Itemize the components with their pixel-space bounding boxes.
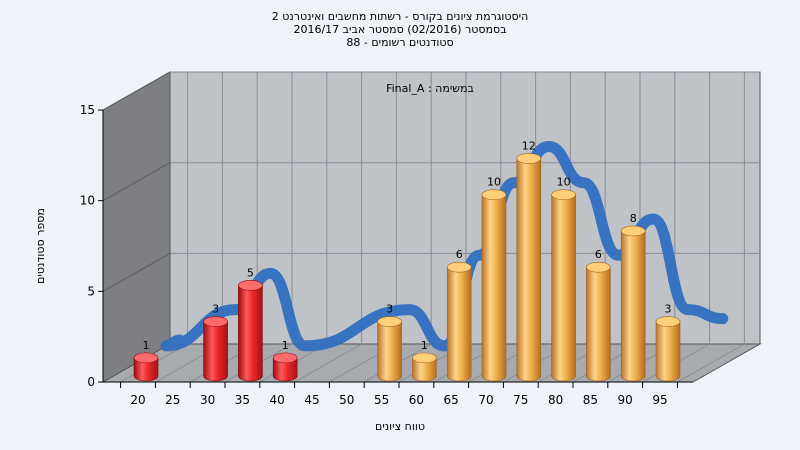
y-axis-label: מספר סטודנטים: [34, 208, 47, 284]
x-tick-label: 75: [513, 393, 528, 407]
bar: 6: [586, 248, 611, 382]
bar: 3: [377, 303, 402, 382]
bar-value-label: 8: [630, 212, 637, 225]
bar-value-label: 6: [595, 248, 602, 261]
bar-value-label: 1: [421, 339, 428, 352]
v-gridline-floor: [677, 343, 745, 383]
chart-title-line-3: סטודנטים רשומים - 88: [346, 36, 454, 49]
bar: 3: [655, 303, 681, 382]
x-tick-label: 70: [478, 393, 493, 407]
bar-body: [481, 194, 507, 382]
bar-top: [551, 189, 576, 200]
bar: 12: [516, 139, 542, 382]
x-tick-label: 30: [200, 393, 215, 407]
bar-value-label: 10: [557, 176, 571, 189]
bar-value-label: 3: [212, 303, 219, 316]
x-tick-label: 20: [130, 393, 145, 407]
bar-top: [238, 280, 263, 291]
bar-body: [377, 321, 402, 382]
bar-body: [412, 357, 437, 382]
bar-top: [133, 352, 159, 364]
bar-body: [272, 357, 298, 382]
bar-body: [203, 321, 228, 382]
y-tick-label: 5: [87, 284, 95, 298]
x-tick-label: 85: [583, 393, 598, 407]
x-tick-label: 45: [304, 393, 319, 407]
bar-body: [133, 357, 159, 382]
bar-top: [203, 316, 228, 327]
x-tick-label: 25: [165, 393, 180, 407]
bar-value-label: 12: [522, 139, 536, 152]
bar: 6: [446, 248, 472, 382]
bar-value-label: 1: [282, 339, 289, 352]
bar-value-label: 10: [487, 176, 501, 189]
h-gridline-side: [102, 162, 171, 202]
bar-top: [516, 153, 542, 164]
x-tick-label: 65: [444, 393, 459, 407]
bar-top: [272, 352, 298, 364]
bar: 10: [481, 176, 507, 382]
bar-value-label: 5: [247, 266, 254, 279]
bar-top: [620, 225, 646, 237]
bar: 1: [272, 339, 298, 382]
x-tick-label: 55: [374, 393, 389, 407]
h-gridline-side: [102, 71, 171, 111]
chart-title-line-2: בסמסטר (02/2016) סמסטר אביב 2016/17: [293, 23, 507, 36]
bar: 10: [551, 176, 576, 382]
bar: 3: [203, 303, 228, 382]
y-tick-label: 0: [87, 375, 95, 389]
x-axis-label: טווח ציונים: [375, 420, 425, 433]
chart-annotation: Final_A : במשימה: [386, 82, 474, 95]
x-tick-label: 40: [270, 393, 285, 407]
bar-top: [655, 316, 681, 327]
bar-value-label: 3: [665, 303, 672, 316]
v-gridline-floor: [294, 343, 362, 383]
bar-body: [238, 285, 263, 382]
y-tick-label: 15: [80, 103, 95, 117]
chart-title-line-1: היסטוגרמת ציונים בקורס - רשתות מחשבים וא…: [271, 10, 529, 23]
bar-body: [586, 266, 611, 382]
left-wall: [102, 71, 171, 383]
bar-value-label: 6: [456, 248, 463, 261]
x-tick-label: 80: [548, 393, 563, 407]
bar-top: [586, 261, 611, 273]
x-tick-label: 95: [652, 393, 667, 407]
bar-top: [412, 352, 437, 364]
bar-value-label: 3: [386, 303, 393, 316]
bar: 1: [412, 339, 437, 382]
h-gridline-side: [102, 252, 171, 292]
bar: 5: [238, 266, 263, 382]
y-tick-label: 10: [80, 194, 95, 208]
bar-body: [516, 158, 542, 382]
bar-body: [551, 194, 576, 382]
bar-body: [446, 266, 472, 382]
bar-top: [446, 261, 472, 273]
x-tick-label: 90: [618, 393, 633, 407]
bars-layer: 1 3 5 1 3 1 6 10 12 10 6 8 3: [133, 139, 681, 382]
bar-top: [377, 316, 402, 327]
x-tick-label: 35: [235, 393, 250, 407]
bar: 8: [620, 212, 646, 382]
bar-value-label: 1: [143, 339, 150, 352]
x-tick-label: 50: [339, 393, 354, 407]
bar: 1: [133, 339, 159, 382]
x-tick-label: 60: [409, 393, 424, 407]
bar-body: [620, 230, 646, 382]
bar-body: [655, 321, 681, 382]
bar-top: [481, 189, 507, 200]
